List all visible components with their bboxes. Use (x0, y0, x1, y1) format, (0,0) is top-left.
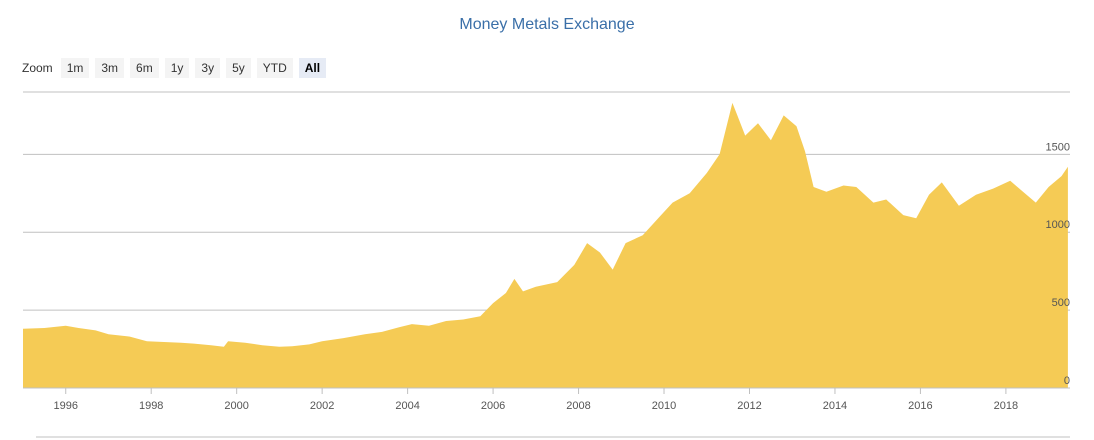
x-tick-label: 2010 (652, 400, 676, 412)
zoom-3m-button[interactable]: 3m (95, 58, 125, 78)
zoom-controls: Zoom 1m 3m 6m 1y 3y 5y YTD All (22, 58, 327, 78)
zoom-5y-button[interactable]: 5y (226, 58, 251, 78)
x-tick-label: 2000 (224, 400, 248, 412)
zoom-label: Zoom (22, 61, 53, 75)
x-tick-label: 2002 (310, 400, 334, 412)
x-tick-label: 2004 (395, 400, 419, 412)
x-tick-label: 2008 (566, 400, 590, 412)
x-tick-label: 2006 (481, 400, 505, 412)
y-axis-ticks: 0 500 1000 1500 (1046, 141, 1070, 387)
zoom-all-button[interactable]: All (298, 58, 327, 78)
chart-title: Money Metals Exchange (459, 16, 635, 33)
zoom-ytd-button[interactable]: YTD (256, 58, 293, 78)
zoom-1y-button[interactable]: 1y (164, 58, 190, 78)
x-tick-label: 2012 (737, 400, 761, 412)
zoom-1m-button[interactable]: 1m (60, 58, 90, 78)
zoom-3y-button[interactable]: 3y (195, 58, 221, 78)
x-tick-label: 2014 (823, 400, 847, 412)
x-tick-label: 1998 (139, 400, 163, 412)
zoom-6m-button[interactable]: 6m (130, 58, 159, 78)
y-tick-label: 500 (1052, 297, 1070, 309)
y-tick-label: 1500 (1046, 141, 1070, 153)
x-axis-ticks: 1996 1998 2000 2002 2004 2006 2008 2010 2012 2014… (53, 388, 1018, 412)
x-tick-label: 2016 (908, 400, 932, 412)
x-tick-label: 1996 (53, 400, 77, 412)
x-tick-label: 2018 (994, 400, 1018, 412)
y-tick-label: 1000 (1046, 219, 1070, 231)
price-area (23, 102, 1068, 389)
y-tick-label: 0 (1064, 375, 1070, 387)
